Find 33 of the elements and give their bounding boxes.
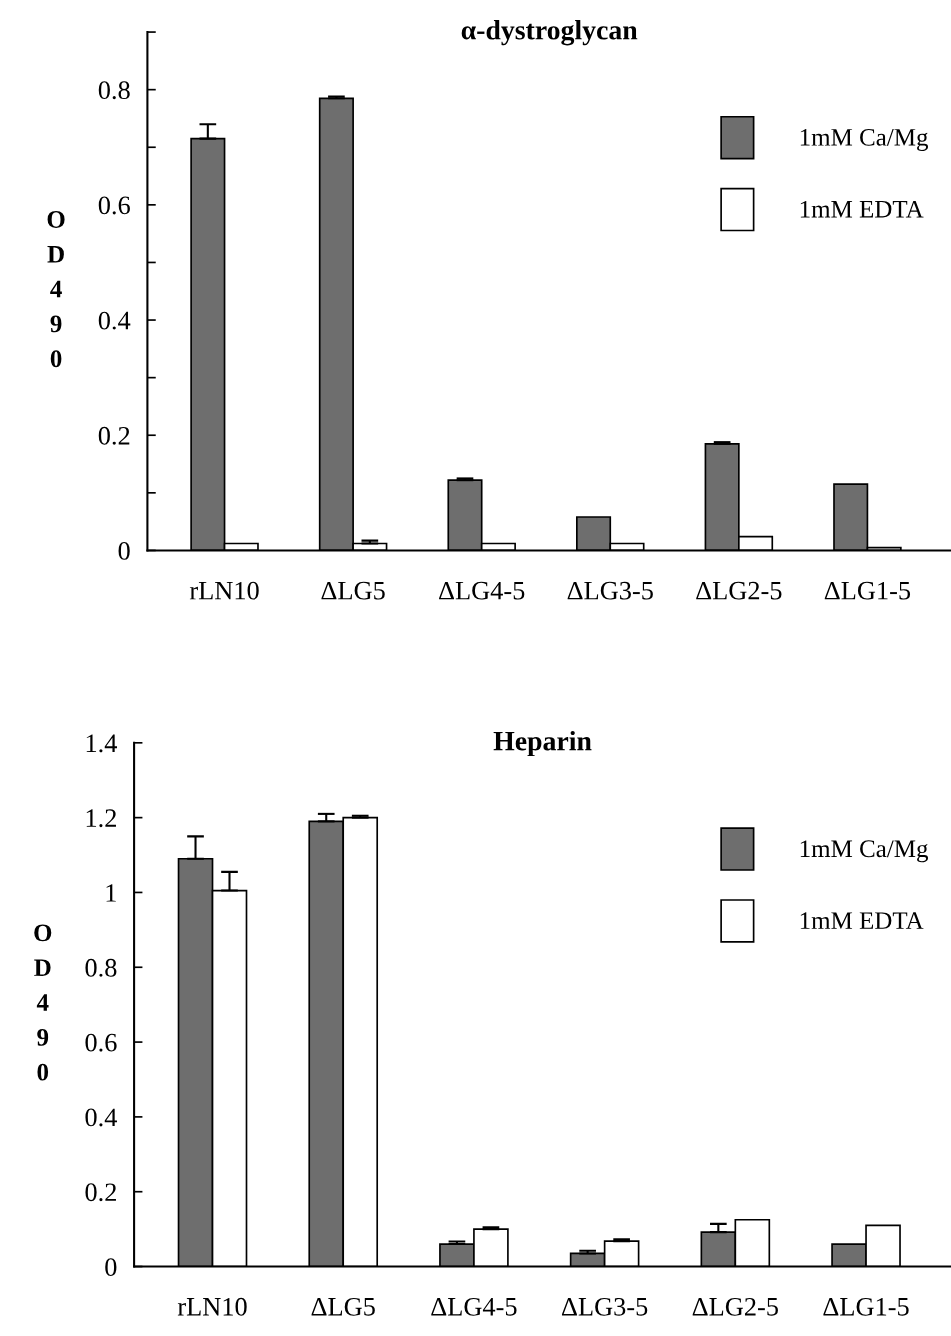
legend-label: 1mM EDTA [800, 912, 924, 929]
y-axis-title: OD490 [47, 211, 65, 368]
y-tick-label: 0 [105, 1258, 117, 1276]
x-tick-label: ΔLG3-5 [561, 1297, 648, 1316]
x-tick-label: ΔLG1-5 [823, 1297, 909, 1316]
y-tick-label: 1.4 [86, 734, 118, 753]
legend-label: 1mM Ca/Mg [800, 840, 929, 863]
x-tick-label: ΔLG1-5 [824, 581, 911, 600]
x-tick-label: ΔLG4-5 [439, 581, 525, 600]
legend-label: 1mM Ca/Mg [800, 128, 929, 151]
y-tick-label: 0.4 [98, 311, 131, 330]
y-tick-label: 0.2 [85, 1183, 116, 1202]
x-tick-label: ΔLG5 [321, 581, 385, 600]
x-tick-label: rLN10 [177, 1297, 247, 1316]
y-tick-label: 0.8 [98, 81, 130, 100]
y-axis-title: OD490 [34, 924, 52, 1081]
y-tick-label: 0.4 [85, 1108, 118, 1127]
y-tick-label: 0.6 [85, 1033, 117, 1052]
y-tick-label: 0.6 [98, 196, 130, 215]
y-tick-label: 1 [106, 884, 116, 902]
chart-title: Heparin [493, 730, 592, 757]
y-tick-label: 0.8 [85, 958, 117, 977]
y-tick-label: 1.2 [86, 809, 116, 828]
x-tick-label: rLN10 [189, 581, 259, 600]
chart-title: α-dystroglycan [461, 20, 638, 46]
x-tick-label: ΔLG2-5 [696, 581, 782, 600]
x-tick-label: ΔLG2-5 [692, 1297, 778, 1316]
x-tick-label: ΔLG5 [311, 1297, 375, 1316]
x-tick-label: ΔLG3-5 [567, 581, 653, 600]
legend-label: 1mM EDTA [800, 200, 924, 218]
y-tick-label: 0 [118, 542, 130, 560]
y-tick-label: 0.2 [98, 426, 130, 445]
x-tick-label: ΔLG4-5 [431, 1297, 517, 1316]
